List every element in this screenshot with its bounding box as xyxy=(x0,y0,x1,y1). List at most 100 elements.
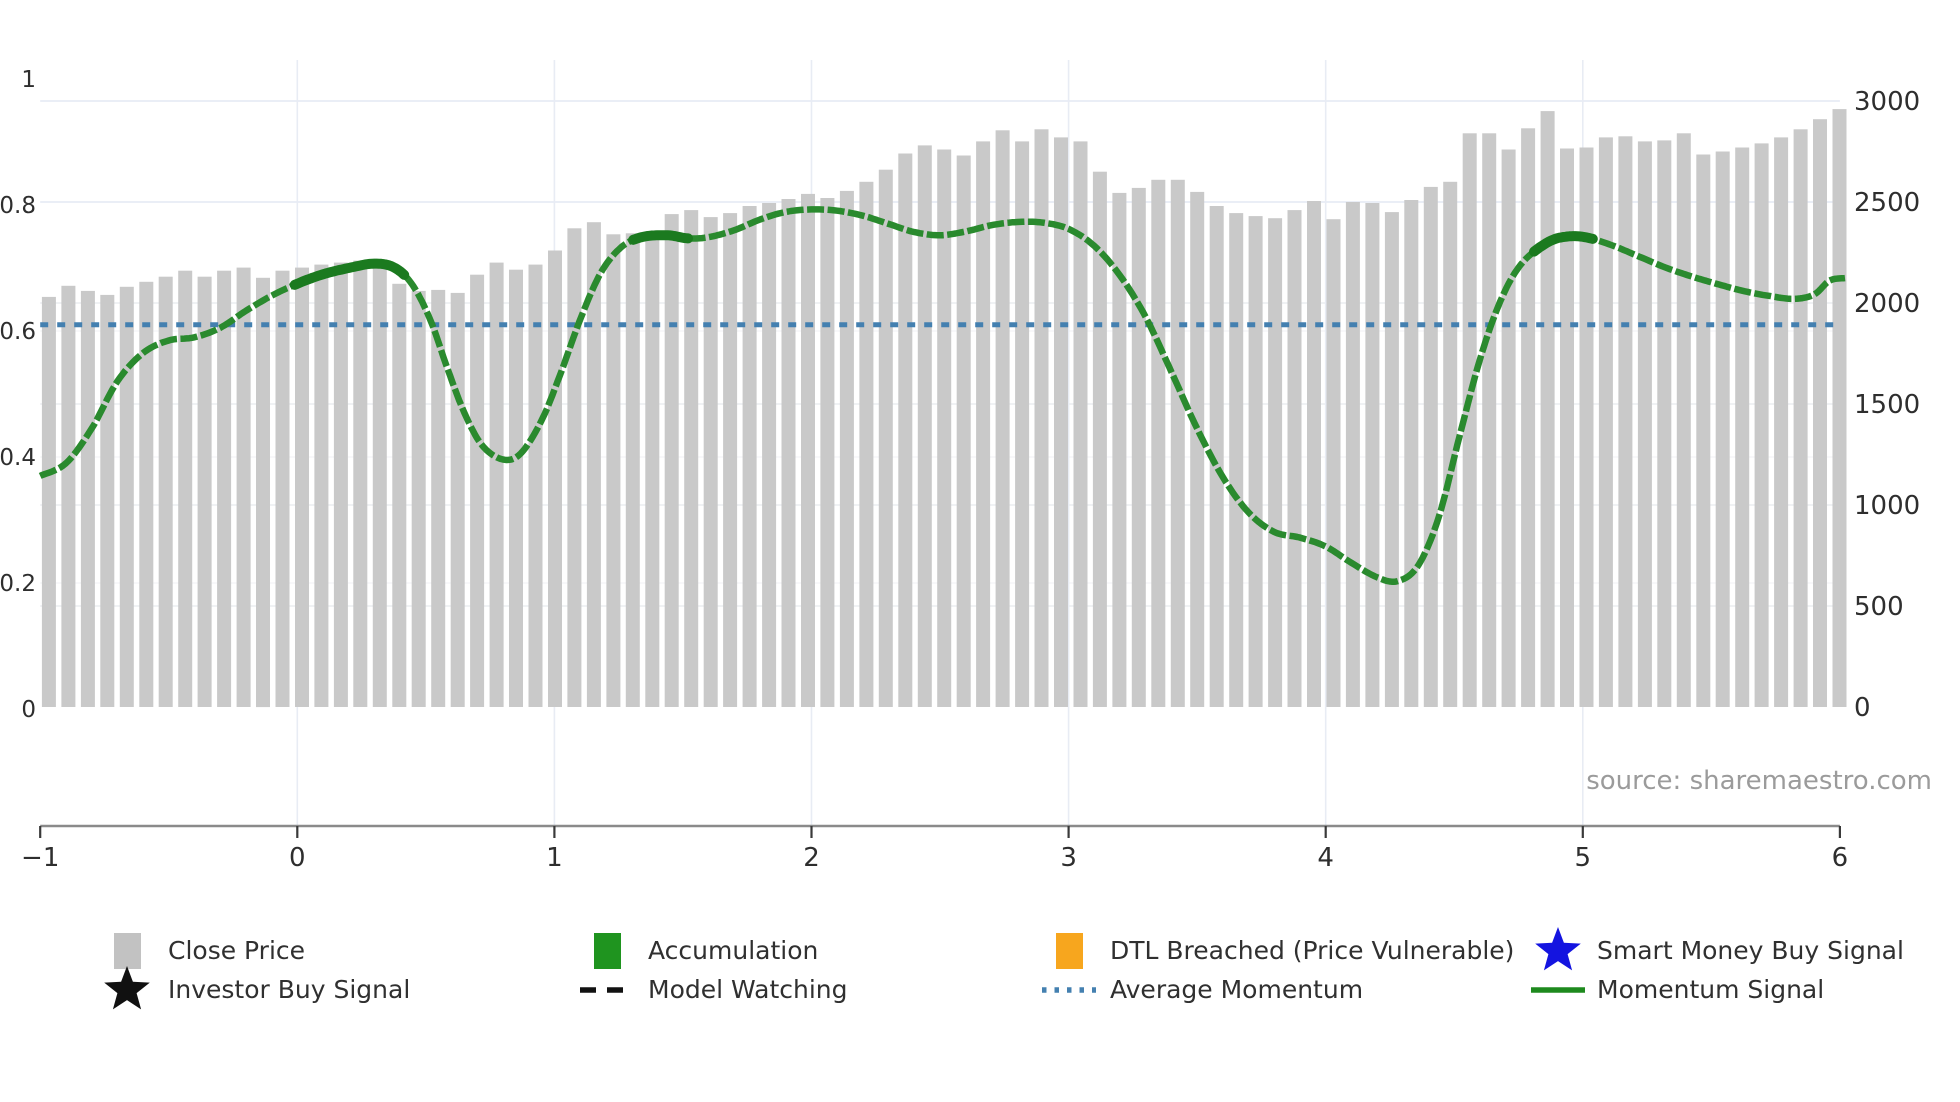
close-price-bar xyxy=(645,232,660,708)
close-price-bar xyxy=(742,206,757,707)
average-momentum-swatch xyxy=(1042,987,1096,993)
momentum-signal-swatch xyxy=(1531,987,1585,993)
close-price-bar xyxy=(606,234,621,708)
close-price-bar xyxy=(1034,129,1049,708)
close-price-bar xyxy=(489,262,504,707)
y-right-tick-label: 0 xyxy=(1854,693,1871,723)
close-price-bar xyxy=(1054,137,1068,707)
model-watching-legend-label: Model Watching xyxy=(648,975,848,1004)
close-price-bar xyxy=(937,149,952,707)
smart-money-buy-signal-legend-label: Smart Money Buy Signal xyxy=(1597,936,1904,965)
y-left-tick-label: 1 xyxy=(21,67,36,93)
close-price-bar xyxy=(1248,216,1263,707)
close-price-bar xyxy=(703,217,718,707)
close-price-bar xyxy=(878,169,893,707)
smart-money-buy-signal-swatch-star-icon xyxy=(1535,927,1581,971)
close-price-bar xyxy=(1832,109,1847,708)
close-price-bar xyxy=(295,267,309,707)
close-price-bar xyxy=(178,270,193,707)
close-price-bar xyxy=(1268,218,1283,707)
close-price-bars xyxy=(41,109,1847,708)
close-price-bar xyxy=(1774,137,1789,707)
accumulation-swatch xyxy=(593,933,621,969)
dtl-breached-legend-label: DTL Breached (Price Vulnerable) xyxy=(1110,936,1515,965)
x-tick-label: 5 xyxy=(1575,843,1592,873)
close-price-bar xyxy=(1598,137,1613,707)
close-price-bar xyxy=(528,264,543,707)
close-price-bar xyxy=(820,198,835,707)
star-shape xyxy=(104,966,150,1010)
close-price-bar xyxy=(548,250,562,707)
y-right-tick-label: 3000 xyxy=(1854,87,1920,117)
close-price-bar xyxy=(1521,128,1536,708)
accumulation-segments xyxy=(289,230,1598,290)
close-price-bar xyxy=(139,281,154,707)
y-right-tick-label: 2500 xyxy=(1854,188,1920,218)
close-price-bar xyxy=(839,190,854,707)
close-price-bar xyxy=(1657,140,1672,707)
average-momentum-legend-label: Average Momentum xyxy=(1110,975,1364,1004)
close-price-bar xyxy=(1735,147,1750,707)
close-price-bar xyxy=(976,141,991,707)
close-price-bar xyxy=(100,294,115,707)
close-price-bar xyxy=(1443,181,1458,708)
close-price-bar xyxy=(1112,192,1127,707)
close-price-bar xyxy=(392,283,407,707)
y-left-tick-label: 0.2 xyxy=(0,571,36,597)
close-price-bar xyxy=(217,270,232,707)
x-tick-label: 3 xyxy=(1060,843,1077,873)
model-watching-swatch xyxy=(580,987,634,993)
close-price-bar xyxy=(1676,133,1691,708)
x-tick-label: 6 xyxy=(1832,843,1849,873)
accumulation-segment xyxy=(289,258,410,290)
y-left-tick-label: 0.6 xyxy=(0,319,36,345)
source-attribution: source: sharemaestro.com xyxy=(1586,766,1932,796)
x-tick-label: 4 xyxy=(1317,843,1334,873)
close-price-bar xyxy=(333,262,348,707)
close-price-bar xyxy=(1015,141,1030,707)
close-price-bar xyxy=(275,270,290,707)
close-price-bar xyxy=(1501,149,1516,707)
close-price-bar xyxy=(859,181,874,708)
y-axis-right: 0 500 1000 1500 2000 2500 3000 xyxy=(1854,87,1920,723)
close-price-bar xyxy=(1423,186,1438,707)
momentum-signal-legend-label: Momentum Signal xyxy=(1597,975,1825,1004)
close-price-bar xyxy=(1754,143,1769,707)
y-right-tick-label: 1000 xyxy=(1854,491,1920,521)
close-price-bar xyxy=(1287,210,1302,707)
x-tick-label: 2 xyxy=(803,843,820,873)
close-price-bar xyxy=(1793,129,1808,708)
close-price-bar xyxy=(509,269,523,707)
close-price-bar xyxy=(1190,191,1205,707)
close-price-bar xyxy=(431,289,446,707)
close-price-bar xyxy=(80,290,95,707)
x-tick-label: 0 xyxy=(289,843,306,873)
close-price-bar xyxy=(236,267,251,707)
close-price-bar xyxy=(1345,202,1360,707)
close-price-bar xyxy=(1540,111,1555,708)
close-price-bar xyxy=(1365,203,1380,707)
y-right-tick-label: 500 xyxy=(1854,592,1904,622)
y-right-tick-label: 2000 xyxy=(1854,289,1920,319)
close-price-bar xyxy=(450,292,465,707)
close-price-bar xyxy=(1560,148,1574,707)
close-price-bar xyxy=(1404,200,1419,707)
x-axis: −1 0 1 2 3 4 5 6 xyxy=(21,824,1849,873)
close-price-bar xyxy=(119,286,134,707)
dtl-breached-swatch xyxy=(1055,933,1083,969)
close-price-bar xyxy=(1579,147,1594,707)
y-left-tick-label: 0 xyxy=(21,697,36,723)
close-price-bar xyxy=(1209,206,1224,707)
close-price-bar xyxy=(158,276,173,707)
close-price-bar xyxy=(353,260,368,707)
close-price-bar xyxy=(801,193,815,707)
accumulation-legend-label: Accumulation xyxy=(648,936,819,965)
close-price-bar xyxy=(256,277,270,708)
y-right-tick-label: 1500 xyxy=(1854,390,1920,420)
close-price-bar xyxy=(1073,141,1088,707)
close-price-bar xyxy=(1482,133,1497,708)
close-price-bar xyxy=(1151,179,1166,708)
close-price-bar xyxy=(781,199,796,707)
x-tick-label: −1 xyxy=(21,843,59,873)
